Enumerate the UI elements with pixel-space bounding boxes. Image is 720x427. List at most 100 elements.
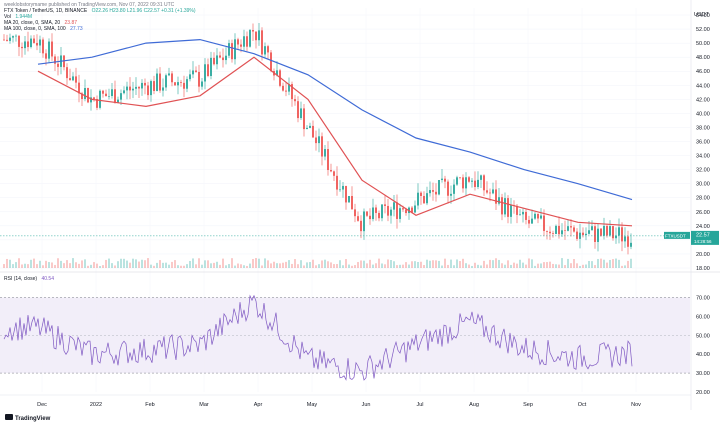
volume-bar (390, 259, 392, 268)
volume-bar (24, 263, 26, 268)
volume-bar (369, 259, 371, 268)
volume-bar (60, 260, 62, 268)
volume-value: 1.944M (15, 14, 33, 20)
ma100-legend: MA 100, close, 0, SMA, 100 27.73 (4, 26, 199, 32)
volume-bar (96, 263, 98, 268)
candle-body (417, 192, 419, 206)
volume-bar (552, 263, 554, 268)
time-tick-label: Apr (254, 402, 263, 408)
volume-bar (630, 258, 632, 268)
time-tick-label: May (307, 402, 318, 408)
volume-bar (513, 262, 515, 268)
volume-bar (42, 265, 44, 268)
volume-bar (465, 263, 467, 268)
rsi-legend: RSI (14, close) 40.54 (4, 276, 57, 282)
candle-body (90, 97, 92, 103)
candle-body (276, 70, 278, 76)
volume-bar (261, 265, 263, 268)
brand-name: TradingView (15, 416, 51, 422)
candle-body (561, 230, 563, 235)
candle-body (423, 195, 425, 204)
volume-bar (375, 263, 377, 268)
candle-body (132, 88, 134, 91)
volume-bar (99, 265, 101, 268)
candle-body (588, 230, 590, 234)
candle-body (624, 236, 626, 242)
rsi-axis: 70.00 60.00 50.00 40.00 30.00 20.00 (696, 295, 710, 396)
candle-body (606, 225, 608, 236)
volume-label: Vol (4, 14, 11, 20)
last-price-symbol: FTXUSDT (665, 233, 686, 238)
volume-bar (129, 262, 131, 268)
volume-bar (555, 264, 557, 268)
volume-bar (318, 264, 320, 268)
volume-bar (255, 258, 257, 268)
time-tick-label: Jul (416, 402, 423, 408)
candle-body (309, 125, 311, 128)
candle-body (66, 67, 68, 79)
time-tick-label: Jun (362, 402, 371, 408)
volume-bar (372, 264, 374, 268)
candle-body (600, 228, 602, 236)
candle-body (537, 213, 539, 219)
candle-body (327, 149, 329, 171)
candle-body (192, 70, 194, 75)
candle-body (183, 82, 185, 89)
volume-bar (489, 259, 491, 268)
volume-bar (288, 260, 290, 268)
candle-body (387, 205, 389, 216)
candle-body (402, 208, 404, 210)
volume-bar (51, 262, 53, 268)
volume-bar (450, 259, 452, 268)
volume-bar (276, 263, 278, 268)
volume-bar (267, 260, 269, 268)
volume-bar (435, 260, 437, 268)
volume-bar (456, 259, 458, 268)
volume-bar (240, 264, 242, 268)
rsi-tick-label: 20.00 (696, 390, 710, 396)
volume-bar (150, 264, 152, 268)
volume-bar (189, 260, 191, 268)
volume-bar (258, 258, 260, 268)
candle-body (126, 86, 128, 91)
volume-bar (336, 264, 338, 268)
candle-body (84, 88, 86, 99)
candle-body (348, 196, 350, 203)
candle-body (27, 41, 29, 48)
candle-body (210, 57, 212, 77)
volume-bar (207, 260, 209, 268)
candle-body (390, 209, 392, 216)
candle-body (576, 231, 578, 239)
price-tick-label: 18.00 (696, 266, 710, 272)
price-tick-label: 20.00 (696, 252, 710, 258)
candle-body (381, 204, 383, 219)
candle-body (216, 55, 218, 65)
candle-body (477, 179, 479, 188)
volume-bar (441, 265, 443, 268)
candle-body (468, 177, 470, 182)
volume-bar (102, 265, 104, 268)
volume-bar (582, 264, 584, 268)
volume-bar (15, 262, 17, 268)
volume-bar (234, 265, 236, 268)
candle-body (147, 85, 149, 96)
candle-body (582, 232, 584, 236)
candle-body (543, 215, 545, 231)
volume-bar (540, 263, 542, 268)
candle-body (96, 98, 98, 108)
candle-body (363, 211, 365, 232)
volume-bar (579, 265, 581, 268)
rsi-tick-label: 40.00 (696, 352, 710, 358)
candle-body (243, 36, 245, 47)
candle-body (282, 85, 284, 91)
candle-body (156, 73, 158, 91)
volume-bar (309, 262, 311, 268)
ma20-legend: MA 20, close, 0, SMA, 20 23.87 (4, 20, 199, 26)
volume-bar (9, 259, 11, 268)
volume-bar (384, 264, 386, 268)
candle-body (375, 207, 377, 213)
volume-bar (90, 264, 92, 268)
candle-body (528, 219, 530, 224)
candle-body (261, 30, 263, 55)
